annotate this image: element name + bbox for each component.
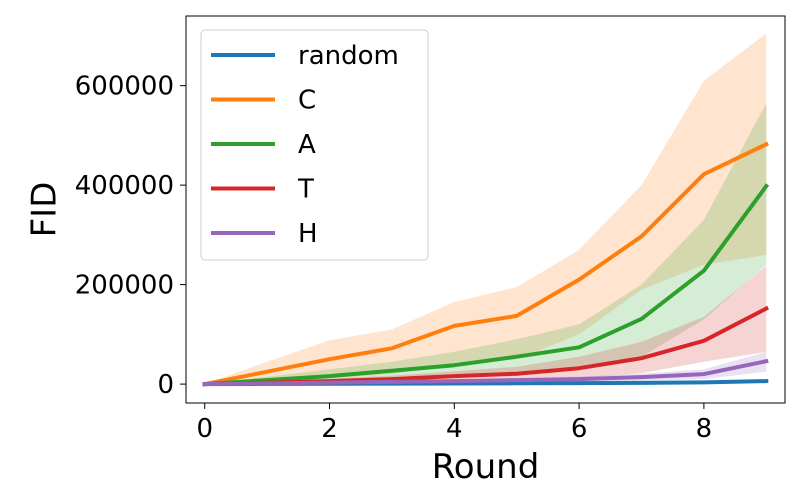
y-tick-label: 400000 <box>75 171 174 201</box>
x-tick-label: 2 <box>321 414 338 444</box>
plot-frame <box>185 15 786 404</box>
band-a <box>204 103 767 385</box>
y-tick-label: 200000 <box>75 271 174 301</box>
x-tick-label: 4 <box>446 414 463 444</box>
line-h <box>202 358 769 387</box>
legend-label-t: T <box>297 175 314 205</box>
y-axis-label: FID <box>25 182 65 238</box>
legend-label-h: H <box>298 219 318 249</box>
x-axis-label: Round <box>432 447 540 487</box>
y-tick-label: 600000 <box>75 72 174 102</box>
legend-label-c: C <box>298 86 316 116</box>
x-tick-label: 6 <box>571 414 588 444</box>
legend-label-a: A <box>298 130 316 160</box>
band-t <box>204 265 767 385</box>
y-tick-label: 0 <box>157 370 174 400</box>
legend-box <box>200 29 429 261</box>
x-tick-label: 8 <box>696 414 713 444</box>
line-c <box>202 141 769 387</box>
x-tick-label: 0 <box>196 414 213 444</box>
band-c <box>204 33 767 385</box>
series-lines <box>202 141 770 387</box>
legend-label-random: random <box>298 41 399 71</box>
axis-ticks: 0 2 4 6 8 0 200000 400000 600000 <box>75 72 712 444</box>
line-a <box>202 183 770 387</box>
